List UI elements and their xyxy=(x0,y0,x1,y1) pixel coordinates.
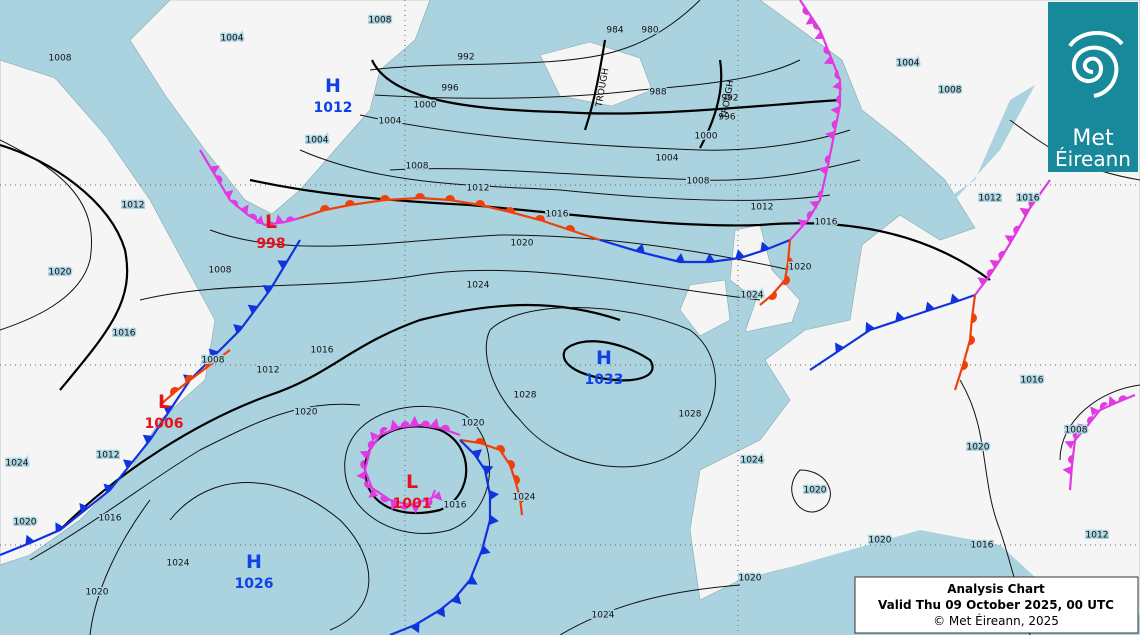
caption-copyright: © Met Éireann, 2025 xyxy=(933,613,1059,628)
isobar-label: 1028 xyxy=(514,391,537,401)
isobar-label: 1020 xyxy=(967,443,990,453)
logo-text: Met xyxy=(1072,126,1114,151)
pressure-center-type: L xyxy=(158,391,170,413)
isobar-label: 1000 xyxy=(695,132,718,142)
isobar-label: 1024 xyxy=(467,281,490,291)
pressure-center-value: 1026 xyxy=(235,576,274,592)
logo-icon xyxy=(1068,30,1124,98)
isobar-label: 1012 xyxy=(122,201,145,211)
isobar-label: 1008 xyxy=(49,54,72,64)
isobar-label: 1016 xyxy=(311,346,334,356)
isobar-label: 1020 xyxy=(49,268,72,278)
isobar-label: 1016 xyxy=(1021,376,1044,386)
isobar-label: 1012 xyxy=(97,451,120,461)
isobar-label: 992 xyxy=(457,53,474,63)
pressure-center-type: L xyxy=(265,211,277,233)
isobar-label: 1024 xyxy=(513,493,536,503)
isobar-label: 1016 xyxy=(1017,194,1040,204)
isobar-label: 1008 xyxy=(939,86,962,96)
caption-title: Analysis Chart xyxy=(947,582,1045,596)
isobar-label: 1016 xyxy=(971,541,994,551)
pressure-center-value: 1006 xyxy=(145,416,184,432)
isobar-label: 1020 xyxy=(295,408,318,418)
isobar-label: 1004 xyxy=(221,34,244,44)
logo-text: Éireann xyxy=(1055,147,1131,171)
pressure-center-value: 998 xyxy=(256,236,285,252)
pressure-center-value: 1001 xyxy=(393,496,432,512)
caption: Analysis Chart Valid Thu 09 October 2025… xyxy=(854,576,1139,634)
isobar-label: 1024 xyxy=(741,291,764,301)
isobar-label: 1020 xyxy=(14,518,37,528)
isobar-label: 1012 xyxy=(1086,531,1109,541)
isobar-label: 980 xyxy=(641,26,658,36)
isobar-label: 992 xyxy=(721,94,738,104)
caption-valid: Valid Thu 09 October 2025, 00 UTC xyxy=(878,598,1114,612)
isobar-label: 1016 xyxy=(444,501,467,511)
isobar-label: 1004 xyxy=(379,117,402,127)
pressure-center-type: L xyxy=(406,471,418,493)
isobar-label: 988 xyxy=(649,88,666,98)
pressure-center-type: H xyxy=(596,347,612,369)
isobar-label: 996 xyxy=(441,84,458,94)
isobar-label: 1020 xyxy=(511,239,534,249)
pressure-center-value: 1033 xyxy=(585,372,624,388)
isobar-label: 1004 xyxy=(897,59,920,69)
isobar-label: 1008 xyxy=(1065,426,1088,436)
isobar-label: 984 xyxy=(606,26,623,36)
isobar-label: 1028 xyxy=(679,410,702,420)
isobar-label: 1020 xyxy=(86,588,109,598)
isobar-label: 1020 xyxy=(789,263,812,273)
isobar-label: 1012 xyxy=(751,203,774,213)
logo: Met Éireann xyxy=(1048,2,1138,172)
isobar-label: 1012 xyxy=(467,184,490,194)
pressure-center-type: H xyxy=(325,75,341,97)
isobar-label: 1008 xyxy=(209,266,232,276)
isobar-label: 1008 xyxy=(369,16,392,26)
isobar-label: 1016 xyxy=(546,210,569,220)
logo-background xyxy=(1048,2,1138,172)
isobar-label: 1008 xyxy=(406,162,429,172)
isobar-label: 1000 xyxy=(414,101,437,111)
isobar-label: 1016 xyxy=(99,514,122,524)
isobar-label: 1020 xyxy=(804,486,827,496)
isobar-label: 1024 xyxy=(592,611,615,621)
isobar-label: 1008 xyxy=(687,177,710,187)
isobar-label: 1020 xyxy=(869,536,892,546)
isobar-label: 1020 xyxy=(462,419,485,429)
isobar-label: 1016 xyxy=(113,329,136,339)
isobar-label: 1008 xyxy=(202,356,225,366)
isobar-label: 1020 xyxy=(739,574,762,584)
isobar-label: 996 xyxy=(718,113,735,123)
pressure-center-type: H xyxy=(246,551,262,573)
isobar-label: 1004 xyxy=(306,136,329,146)
isobar-label: 1016 xyxy=(815,218,838,228)
isobar-label: 1012 xyxy=(979,194,1002,204)
isobar-label: 1024 xyxy=(6,459,29,469)
isobar-label: 1024 xyxy=(167,559,190,569)
pressure-center-value: 1012 xyxy=(314,100,353,116)
isobar-label: 1004 xyxy=(656,154,679,164)
isobar-label: 1012 xyxy=(257,366,280,376)
caption-box xyxy=(854,576,1139,634)
isobar-label: 1024 xyxy=(741,456,764,466)
